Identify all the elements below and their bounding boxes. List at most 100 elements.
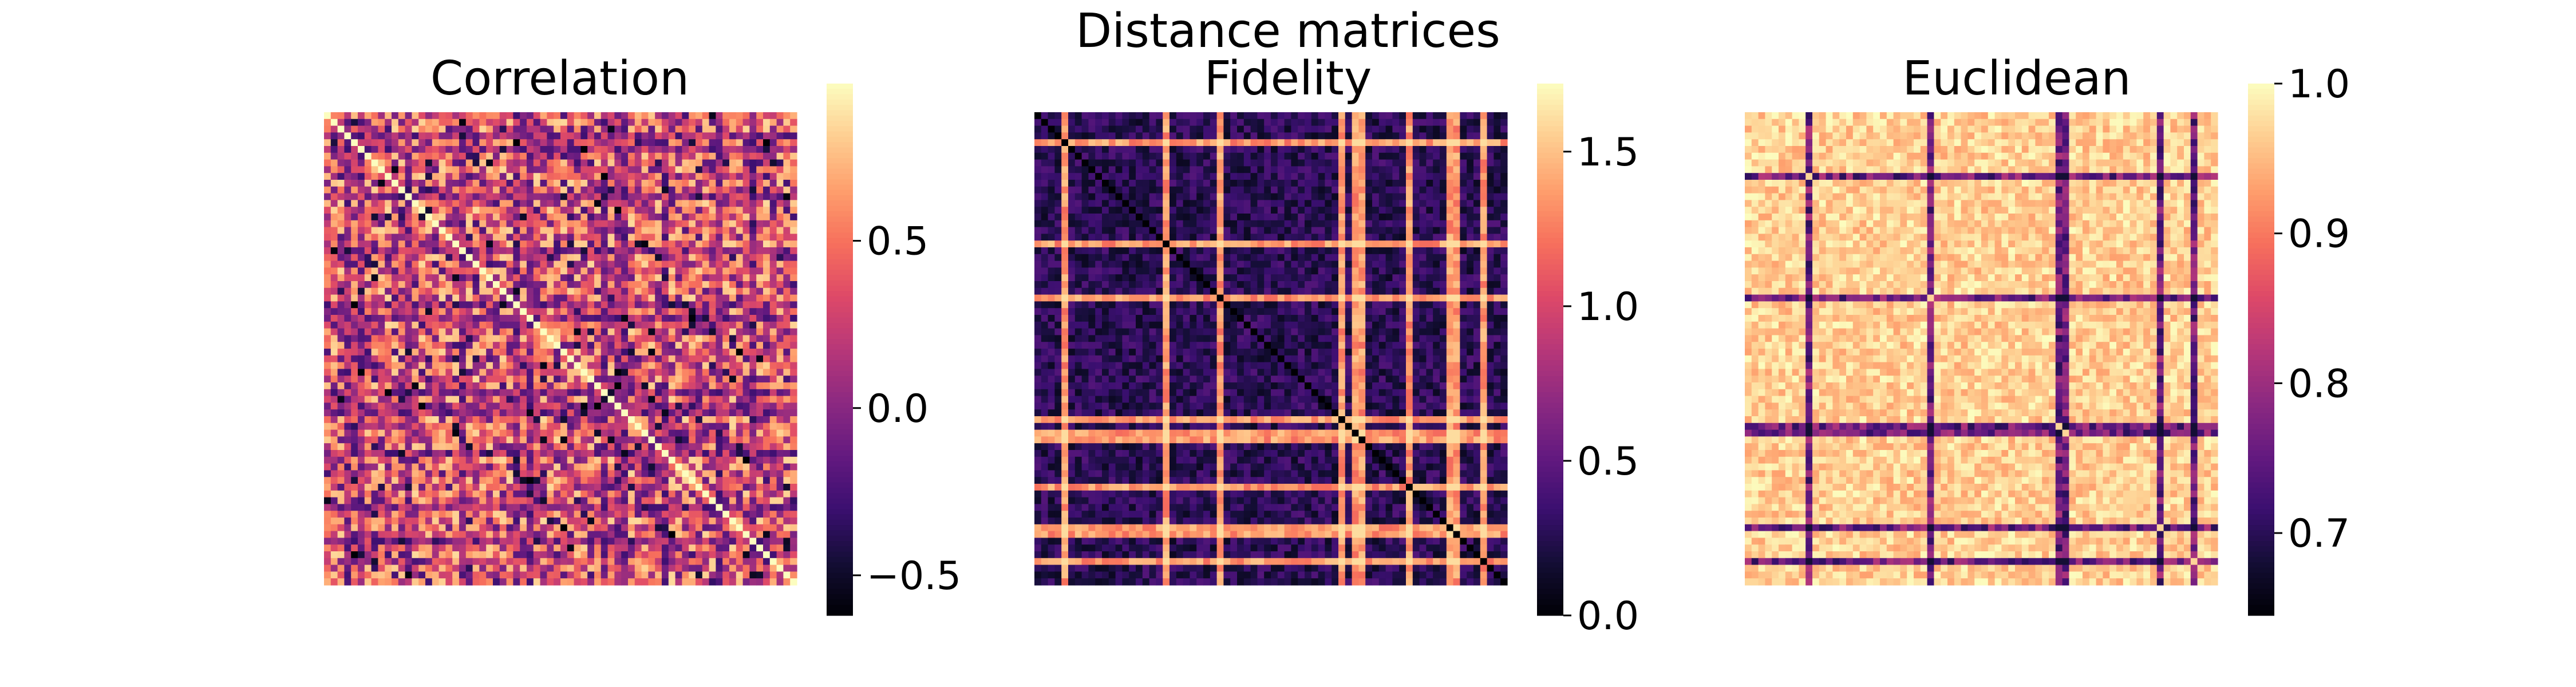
heatmap-cell: [560, 159, 568, 167]
heatmap-cell: [520, 477, 527, 484]
heatmap-cell: [648, 389, 655, 397]
heatmap-cell: [527, 321, 534, 329]
heatmap-cell: [600, 396, 609, 403]
heatmap-cell: [337, 193, 345, 200]
heatmap-cell: [412, 240, 419, 248]
heatmap-cell: [689, 376, 696, 383]
heatmap-cell: [736, 402, 744, 410]
heatmap-cell: [742, 362, 750, 369]
heatmap-cell: [682, 477, 689, 484]
heatmap-cell: [392, 531, 399, 538]
heatmap-cell: [412, 578, 419, 586]
heatmap-cell: [465, 112, 473, 120]
heatmap-cell: [600, 227, 609, 234]
heatmap-cell: [783, 152, 791, 160]
heatmap-cell: [513, 112, 520, 120]
heatmap-cell: [682, 328, 689, 335]
heatmap-cell: [513, 456, 520, 464]
heatmap-cell: [527, 571, 534, 579]
heatmap-cell: [634, 254, 642, 262]
heatmap-cell: [594, 214, 602, 221]
heatmap-cell: [689, 409, 696, 417]
heatmap-cell: [729, 274, 737, 282]
heatmap-cell: [465, 429, 473, 437]
heatmap-cell: [628, 240, 635, 248]
heatmap-cell: [432, 450, 440, 457]
heatmap-cell: [554, 180, 561, 187]
heatmap-cell: [621, 389, 629, 397]
heatmap-cell: [769, 456, 777, 464]
heatmap-cell: [628, 531, 635, 538]
heatmap-cell: [472, 315, 480, 322]
heatmap-cell: [371, 267, 378, 275]
heatmap-cell: [358, 544, 365, 552]
heatmap-cell: [520, 146, 527, 153]
heatmap-cell: [540, 321, 547, 329]
heatmap-cell: [547, 159, 554, 167]
heatmap-cell: [378, 207, 385, 214]
heatmap-cell: [371, 443, 378, 451]
heatmap-cell: [432, 477, 440, 484]
heatmap-cell: [790, 477, 797, 484]
heatmap-cell: [729, 139, 737, 147]
heatmap-cell: [675, 342, 682, 349]
heatmap-cell: [790, 389, 797, 397]
heatmap-cell: [459, 112, 467, 120]
heatmap-cell: [479, 287, 487, 295]
heatmap-cell: [790, 321, 797, 329]
heatmap-cell: [574, 497, 581, 504]
heatmap-cell: [547, 193, 554, 200]
heatmap-cell: [438, 402, 446, 410]
heatmap-cell: [358, 443, 365, 451]
heatmap-cell: [479, 247, 487, 255]
heatmap-cell: [520, 166, 527, 173]
heatmap-cell: [662, 564, 669, 572]
heatmap-cell: [722, 423, 730, 431]
heatmap-cell: [662, 369, 669, 376]
heatmap-cell: [574, 321, 581, 329]
heatmap-cell: [472, 376, 480, 383]
heatmap-cell: [486, 369, 493, 376]
heatmap-cell: [479, 214, 487, 221]
heatmap-cell: [641, 484, 649, 491]
heatmap-cell: [513, 234, 520, 241]
heatmap-cell: [600, 402, 609, 410]
heatmap-cell: [580, 436, 588, 444]
heatmap-cell: [520, 456, 527, 464]
heatmap-cell: [594, 524, 602, 532]
heatmap-cell: [696, 281, 703, 289]
heatmap-cell: [749, 524, 757, 532]
heatmap-cell: [344, 538, 351, 545]
heatmap-cell: [594, 551, 602, 559]
heatmap-cell: [682, 538, 689, 545]
heatmap-cell: [594, 152, 602, 160]
heatmap-cell: [729, 477, 737, 484]
heatmap-cell: [790, 220, 797, 228]
heatmap-cell: [337, 518, 345, 525]
heatmap-cell: [445, 450, 453, 457]
heatmap-cell: [689, 193, 696, 200]
heatmap-cell: [662, 173, 669, 180]
heatmap-cell: [756, 564, 764, 572]
heatmap-cell: [499, 470, 507, 477]
heatmap-cell: [533, 308, 541, 315]
heatmap-cell: [337, 254, 345, 262]
heatmap-cell: [513, 396, 520, 403]
heatmap-cell: [580, 518, 588, 525]
heatmap-cell: [547, 429, 554, 437]
heatmap-cell: [621, 571, 629, 579]
heatmap-cell: [344, 518, 351, 525]
heatmap-cell: [337, 538, 345, 545]
heatmap-cell: [742, 159, 750, 167]
heatmap-cell: [560, 335, 568, 342]
heatmap-cell: [776, 227, 784, 234]
heatmap-cell: [418, 436, 426, 444]
colorbar-segment: [827, 238, 853, 244]
heatmap-cell: [452, 281, 460, 289]
heatmap-cell: [459, 564, 467, 572]
heatmap-cell: [776, 220, 784, 228]
heatmap-cell: [756, 287, 764, 295]
heatmap-cell: [655, 315, 662, 322]
heatmap-cell: [668, 396, 676, 403]
heatmap-cell: [729, 531, 737, 538]
